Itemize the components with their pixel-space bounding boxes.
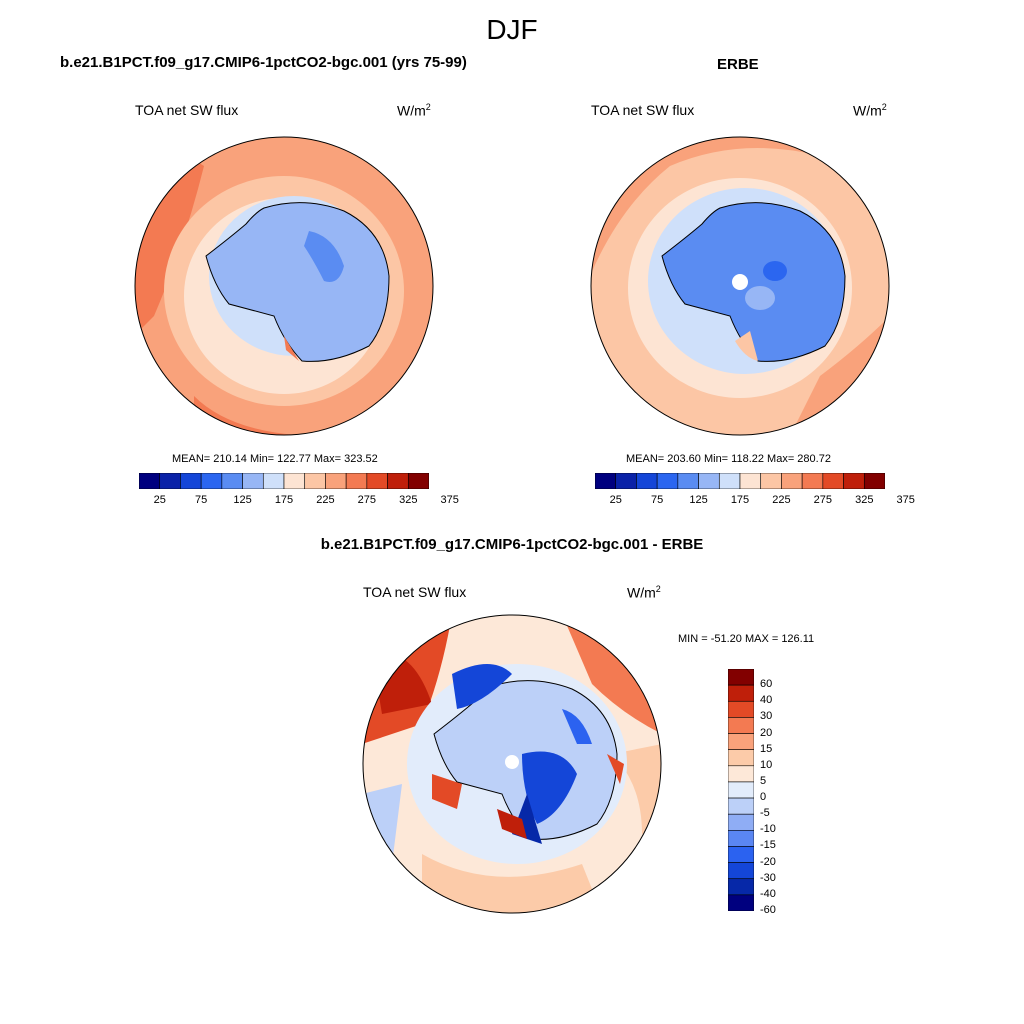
colorbar-tick-label: 75 (651, 494, 664, 506)
colorbar-tick-label: 325 (399, 494, 418, 506)
colorbar-tick-label: 325 (855, 494, 874, 506)
colorbar-tick-label: 75 (195, 494, 208, 506)
colorbar-swatch (728, 684, 754, 702)
colorbar-tick-label: 275 (357, 494, 377, 506)
colorbar-swatch (863, 473, 885, 489)
model-panel-title: b.e21.B1PCT.f09_g17.CMIP6-1pctCO2-bgc.00… (60, 54, 467, 71)
colorbar-swatch (283, 473, 306, 489)
model-stats: MEAN= 210.14 Min= 122.77 Max= 323.52 (172, 453, 378, 465)
colorbar-tick-label: 125 (233, 494, 252, 506)
colorbar-tick-label: 225 (316, 494, 335, 506)
colorbar-swatch (843, 473, 865, 489)
colorbar-swatch (728, 781, 754, 799)
colorbar-tick-label: -20 (760, 855, 776, 868)
colorbar-swatch (677, 473, 699, 489)
colorbar-swatch (304, 473, 326, 489)
diff-stats: MIN = -51.20 MAX = 126.11 (678, 633, 815, 645)
colorbar-swatch (728, 700, 754, 718)
colorbar-swatch (739, 473, 762, 489)
colorbar-swatch (656, 473, 679, 489)
colorbar-swatch (200, 473, 223, 489)
obs-colorbar (595, 473, 885, 489)
colorbar-tick-label: 225 (772, 494, 791, 506)
colorbar-tick-label: -5 (760, 807, 770, 820)
obs-stats: MEAN= 203.60 Min= 118.22 Max= 280.72 (626, 453, 831, 465)
colorbar-swatch (366, 473, 388, 489)
colorbar-tick-label: 25 (609, 494, 622, 506)
diff-variable-label: TOA net SW flux (363, 584, 467, 600)
colorbar-tick-label: -15 (760, 839, 776, 852)
colorbar-tick-label: -30 (760, 871, 776, 884)
colorbar-tick-label: 10 (760, 758, 773, 771)
diff-colorbar-ticks: 60 40 30 20 15 10 5 0 -5 -10 -15 -20 -30 -40 -60 (760, 669, 800, 916)
colorbar-swatch (325, 473, 347, 489)
colorbar-swatch (728, 830, 754, 847)
obs-polar-map (590, 136, 890, 436)
colorbar-swatch (407, 473, 429, 489)
colorbar-swatch (159, 473, 181, 489)
diff-polar-map (362, 614, 662, 914)
obs-units-label: W/m2 (853, 102, 887, 119)
model-colorbar-ticks: 25 75 125 175 225 275 325 375 (139, 494, 459, 508)
colorbar-swatch (728, 846, 754, 863)
colorbar-swatch (760, 473, 782, 489)
colorbar-swatch (718, 473, 741, 489)
colorbar-swatch (728, 733, 754, 750)
diff-colorbar (728, 669, 754, 911)
colorbar-tick-label: 0 (760, 791, 767, 804)
colorbar-swatch (728, 765, 754, 783)
colorbar-swatch (728, 813, 754, 831)
colorbar-tick-label: 15 (760, 742, 773, 755)
model-polar-map (134, 136, 434, 436)
colorbar-swatch (262, 473, 285, 489)
colorbar-swatch (636, 473, 658, 489)
colorbar-swatch (180, 473, 202, 489)
colorbar-tick-label: 25 (153, 494, 166, 506)
colorbar-swatch (728, 894, 754, 911)
diff-units-label: W/m2 (627, 584, 661, 601)
figure-title: DJF (486, 14, 538, 45)
colorbar-tick-label: 60 (760, 678, 773, 691)
colorbar-swatch (728, 878, 754, 896)
colorbar-tick-label: 175 (730, 494, 750, 506)
diff-panel-title: b.e21.B1PCT.f09_g17.CMIP6-1pctCO2-bgc.00… (320, 536, 704, 553)
colorbar-tick-label: 125 (689, 494, 708, 506)
colorbar-tick-label: 40 (760, 694, 773, 707)
colorbar-tick-label: 275 (813, 494, 833, 506)
colorbar-swatch (728, 797, 754, 815)
colorbar-swatch (615, 473, 637, 489)
colorbar-tick-label: -10 (760, 823, 776, 836)
colorbar-tick-label: 30 (760, 710, 773, 723)
obs-variable-label: TOA net SW flux (591, 102, 695, 118)
colorbar-swatch (345, 473, 368, 489)
colorbar-tick-label: 375 (896, 494, 915, 506)
model-colorbar (139, 473, 429, 489)
colorbar-swatch (822, 473, 844, 489)
colorbar-tick-label: -40 (760, 887, 776, 900)
colorbar-swatch (242, 473, 264, 489)
colorbar-swatch (728, 717, 754, 734)
colorbar-tick-label: -60 (760, 904, 776, 916)
colorbar-swatch (728, 862, 754, 880)
colorbar-swatch (387, 473, 409, 489)
colorbar-tick-label: 5 (760, 774, 767, 787)
obs-panel-title: ERBE (717, 56, 759, 73)
model-units-label: W/m2 (397, 102, 431, 119)
colorbar-swatch (595, 473, 617, 489)
colorbar-tick-label: 20 (760, 726, 773, 739)
colorbar-swatch (728, 669, 754, 686)
colorbar-swatch (139, 473, 161, 489)
colorbar-swatch (801, 473, 824, 489)
colorbar-swatch (781, 473, 803, 489)
model-variable-label: TOA net SW flux (135, 102, 239, 118)
colorbar-tick-label: 375 (440, 494, 459, 506)
obs-colorbar-ticks: 25 75 125 175 225 275 325 375 (595, 494, 915, 508)
colorbar-swatch (698, 473, 720, 489)
colorbar-swatch (728, 749, 754, 767)
colorbar-swatch (221, 473, 243, 489)
colorbar-tick-label: 175 (274, 494, 294, 506)
